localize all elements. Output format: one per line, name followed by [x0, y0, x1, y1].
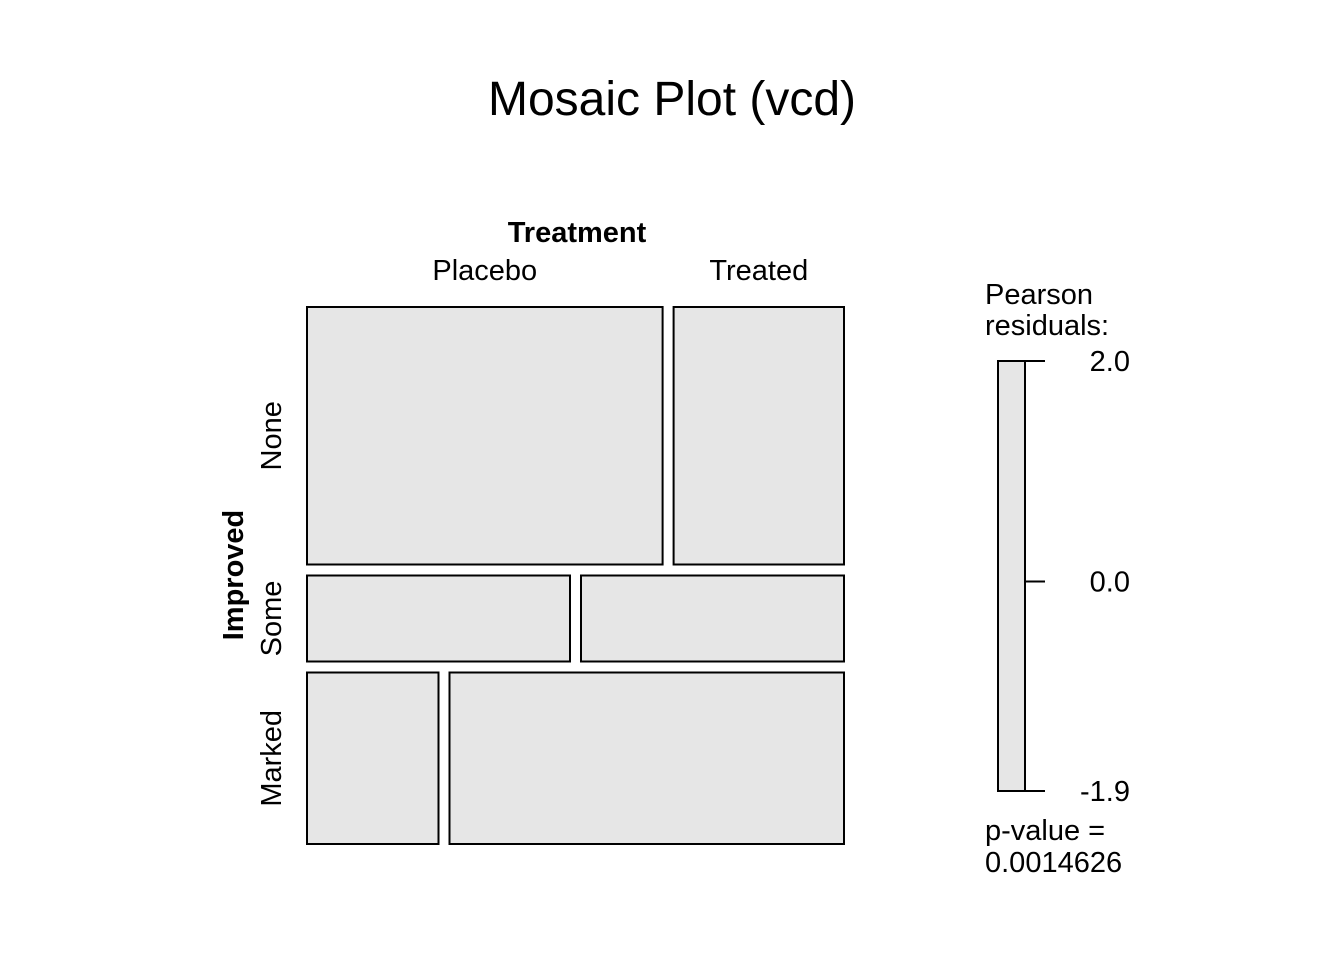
- column-labels: Placebo Treated: [432, 255, 808, 287]
- legend-title-line2: residuals:: [985, 310, 1109, 342]
- column-label-treated: Treated: [709, 255, 808, 287]
- tile-marked-placebo: [306, 671, 440, 845]
- legend-tick-label: -1.9: [1080, 776, 1130, 808]
- legend-color-bar: [997, 360, 1026, 792]
- row-variable-label: Improved: [218, 510, 250, 641]
- legend-tick-label: 0.0: [1090, 567, 1130, 599]
- tile-none-placebo: [306, 306, 664, 566]
- chart-title: Mosaic Plot (vcd): [488, 73, 856, 126]
- tile-marked-treated: [448, 671, 845, 845]
- tile-none-treated: [672, 306, 845, 566]
- mosaic-tiles: [306, 306, 845, 845]
- row-label-marked: Marked: [256, 710, 288, 807]
- legend-ticks: 2.0 0.0 -1.9: [1025, 346, 1130, 808]
- residual-legend: Pearson residuals: 2.00.0-1.9 p-value = …: [985, 279, 1130, 879]
- tile-some-treated: [580, 574, 845, 663]
- legend-tick-label: 2.0: [1090, 346, 1130, 378]
- column-variable-label: Treatment: [508, 217, 647, 249]
- pvalue-value: 0.0014626: [985, 847, 1122, 879]
- row-label-none: None: [256, 401, 288, 470]
- row-label-some: Some: [256, 581, 288, 657]
- tile-some-placebo: [306, 574, 571, 663]
- column-label-placebo: Placebo: [432, 255, 537, 287]
- row-labels: None Some Marked: [256, 401, 288, 807]
- legend-title-line1: Pearson: [985, 279, 1093, 311]
- pvalue-label: p-value =: [985, 815, 1105, 847]
